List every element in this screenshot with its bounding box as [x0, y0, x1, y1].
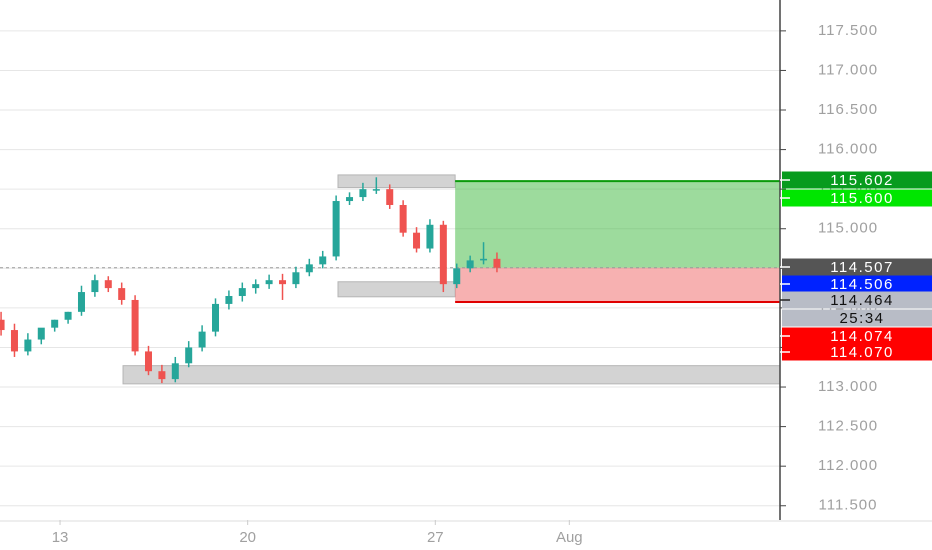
countdown: 25:34 — [839, 310, 884, 327]
candle-body — [37, 327, 45, 340]
y-tick-label: 112.000 — [818, 457, 878, 474]
candle-body — [346, 197, 354, 202]
grid — [0, 30, 780, 507]
y-tick-label: 112.500 — [818, 418, 878, 435]
candle-body — [399, 204, 407, 233]
candle-body — [265, 280, 273, 285]
price-label-box — [782, 258, 932, 276]
candle-body — [319, 256, 327, 265]
candle-body — [480, 258, 488, 261]
price-label: 115.600 — [830, 190, 894, 207]
candle-body — [118, 288, 126, 300]
y-tick-label: 116.500 — [818, 101, 878, 118]
candle-body — [51, 319, 59, 328]
candle-body — [332, 201, 340, 257]
candle-body — [10, 330, 18, 352]
price-label-box — [782, 189, 932, 207]
zones — [0, 174, 781, 385]
candle-body — [64, 311, 72, 320]
support-resistance-zone — [337, 174, 456, 189]
price-label-box — [782, 171, 932, 189]
x-tick-label: 20 — [239, 529, 256, 546]
candle-body — [77, 292, 85, 312]
countdown-box — [782, 309, 932, 327]
candle-body — [212, 303, 220, 332]
price-label: 114.074 — [830, 328, 894, 345]
y-tick-label: 113.000 — [818, 378, 878, 395]
x-tick-label: Aug — [556, 529, 583, 546]
candle-body — [305, 264, 313, 273]
candle-body — [238, 288, 246, 297]
candle-body — [386, 189, 394, 205]
target-zone — [455, 181, 780, 268]
price-label-box — [782, 327, 932, 345]
support-resistance-zone — [337, 281, 456, 298]
price-label: 114.464 — [830, 292, 894, 309]
candles — [0, 177, 501, 384]
x-tick-label: 13 — [52, 529, 69, 546]
price-label: 114.506 — [830, 276, 894, 293]
candle-body — [439, 224, 447, 285]
candle-body — [359, 189, 367, 198]
x-tick-label: 27 — [427, 529, 444, 546]
candle-body — [171, 363, 179, 380]
candle-body — [24, 339, 32, 352]
y-tick-label: 111.500 — [819, 497, 878, 514]
y-tick-label: 115.000 — [818, 220, 878, 237]
candle-body — [493, 258, 501, 268]
price-label: 115.602 — [830, 172, 894, 189]
price-label-box — [782, 291, 932, 309]
price-label-box — [782, 275, 932, 293]
candle-body — [0, 319, 5, 331]
price-label: 114.070 — [830, 344, 894, 361]
candle-body — [279, 280, 287, 285]
support-resistance-zone — [122, 365, 781, 385]
candle-body — [292, 272, 300, 285]
candle-body — [252, 284, 260, 289]
y-tick-label: 117.000 — [818, 61, 878, 78]
candle-body — [225, 296, 233, 304]
price-label-box — [782, 343, 932, 361]
candle-body — [413, 232, 421, 249]
price-label: 114.507 — [830, 259, 894, 276]
stop-zone — [455, 267, 780, 303]
candle-body — [198, 331, 206, 348]
candle-body — [185, 347, 193, 364]
y-tick-label: 116.000 — [818, 141, 878, 158]
candle-body — [144, 351, 152, 372]
candle-body — [453, 268, 461, 285]
candle-body — [158, 371, 166, 380]
candle-body — [466, 260, 474, 269]
candle-body — [131, 299, 139, 352]
candle-body — [372, 189, 380, 191]
candle-body — [426, 224, 434, 249]
candle-body — [104, 280, 112, 289]
y-tick-label: 117.500 — [818, 22, 878, 39]
candle-body — [91, 280, 99, 293]
